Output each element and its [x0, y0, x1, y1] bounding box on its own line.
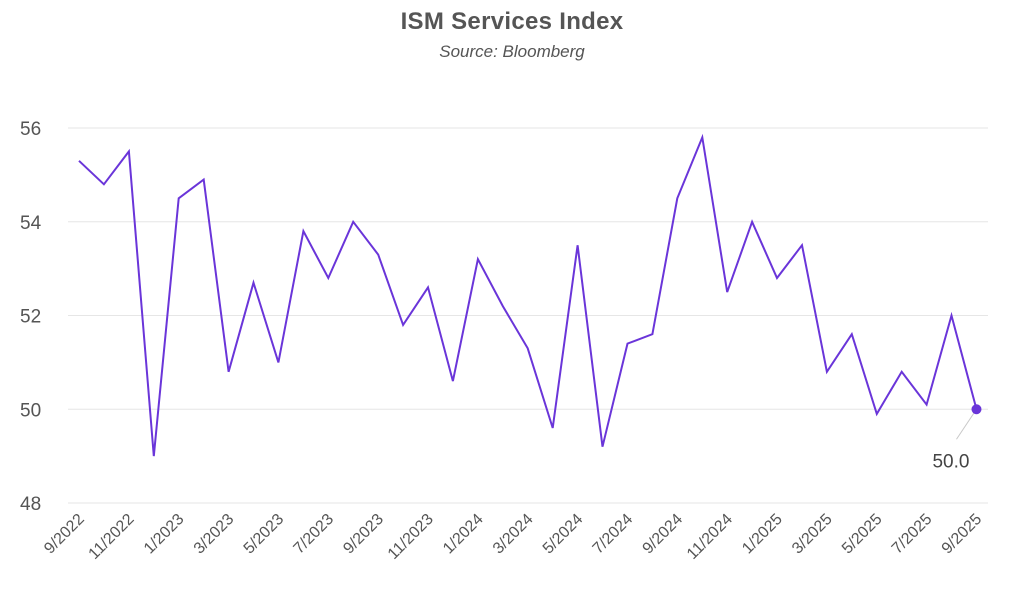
x-tick-label: 1/2024: [440, 511, 487, 558]
series-line: [78, 133, 978, 457]
y-tick-label: 48: [20, 494, 41, 515]
x-tick-label: 1/2023: [141, 511, 188, 558]
y-tick-label: 54: [20, 213, 42, 234]
gridlines: [68, 127, 988, 504]
series-layer: [78, 133, 978, 457]
last-value-marker: [971, 404, 982, 415]
x-tick-label: 11/2022: [86, 511, 138, 563]
y-axis-ticks: 48 50 52 54 56: [20, 119, 42, 515]
annotation-leader-line: [956, 408, 977, 440]
y-tick-label: 50: [20, 400, 41, 421]
last-value-label: 50.0: [932, 451, 969, 472]
x-tick-label: 1/2025: [739, 511, 786, 558]
y-tick-label: 52: [20, 307, 41, 328]
x-tick-label: 3/2023: [191, 511, 238, 558]
x-tick-label: 11/2024: [684, 511, 736, 563]
x-tick-label: 5/2025: [839, 511, 886, 558]
x-tick-label: 7/2023: [291, 511, 338, 558]
annotations: 50.0: [932, 404, 982, 472]
x-tick-label: 3/2024: [490, 511, 537, 558]
x-tick-label: 5/2024: [540, 511, 587, 558]
x-tick-label: 9/2024: [640, 511, 687, 558]
x-tick-label: 7/2024: [590, 511, 637, 558]
chart-subtitle: Source: Bloomberg: [439, 42, 585, 61]
x-tick-label: 9/2025: [939, 511, 986, 558]
y-tick-label: 56: [20, 119, 41, 140]
x-tick-label: 5/2023: [241, 511, 288, 558]
chart-title: ISM Services Index: [400, 8, 624, 35]
x-tick-label: 11/2023: [385, 511, 437, 563]
x-tick-label: 7/2025: [889, 511, 936, 558]
x-tick-label: 9/2023: [340, 511, 387, 558]
x-tick-label: 3/2025: [789, 511, 836, 558]
x-tick-label: 9/2022: [41, 511, 88, 558]
